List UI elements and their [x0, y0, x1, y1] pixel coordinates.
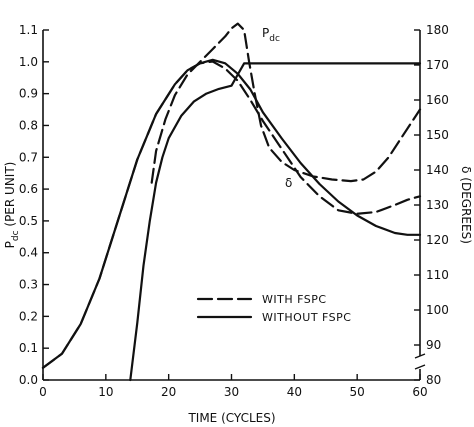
left-tick-label: 0.5	[19, 214, 38, 228]
annotation-pdc-sub: dc	[269, 34, 280, 44]
x-tick-label: 0	[39, 385, 47, 399]
series-layer	[41, 22, 422, 382]
x-tick-label: 10	[98, 385, 113, 399]
right-tick-label: 110	[426, 268, 449, 282]
left-tick-label: 0.1	[19, 341, 38, 355]
left-tick-label: 0.4	[19, 246, 38, 260]
left-tick-label: 0.2	[19, 309, 38, 323]
series-with-fspc-pdc	[150, 22, 422, 184]
series-with-fspc-delta	[41, 60, 422, 369]
left-axis-title-rest: (PER UNIT)	[3, 162, 17, 231]
x-tick-label: 30	[224, 385, 239, 399]
right-axis-title: δ (DEGREES)	[459, 166, 473, 244]
right-tick-label: 140	[426, 163, 449, 177]
x-tick-label: 20	[161, 385, 176, 399]
left-axis-ticks: 0.0 0.1 0.2 0.3 0.4 0.5 0.6 0.7 0.8 0.9 1.0 1.1	[19, 23, 49, 387]
x-tick-label: 50	[350, 385, 365, 399]
series-without-fspc-delta	[41, 58, 422, 369]
x-tick-label: 40	[287, 385, 302, 399]
right-tick-label: 160	[426, 93, 449, 107]
x-axis-ticks: 0 10 20 30 40 50 60	[39, 374, 428, 399]
left-tick-label: 1.1	[19, 23, 38, 37]
left-tick-label: 1.0	[19, 55, 38, 69]
legend: WITH FSPC WITHOUT FSPC	[196, 293, 351, 324]
right-tick-label: 150	[426, 128, 449, 142]
right-axis-ticks: 80 90 100 110 120 130 140 150 160 170 180	[414, 23, 449, 387]
x-tick-label: 60	[412, 385, 427, 399]
left-tick-label: 0.0	[19, 373, 38, 387]
annotation-delta: δ	[285, 176, 292, 190]
left-tick-label: 0.7	[19, 150, 38, 164]
right-tick-label: 90	[426, 338, 441, 352]
right-axis-break-lower	[414, 364, 426, 370]
left-axis-title: Pdc (PER UNIT)	[3, 162, 21, 249]
right-tick-label: 120	[426, 233, 449, 247]
x-axis-title: TIME (CYCLES)	[187, 411, 275, 425]
legend-label-without-fspc: WITHOUT FSPC	[262, 311, 351, 324]
left-tick-label: 0.3	[19, 278, 38, 292]
right-tick-label: 180	[426, 23, 449, 37]
legend-label-with-fspc: WITH FSPC	[262, 293, 327, 306]
series-without-fspc-pdc	[129, 62, 422, 382]
svg-text:Pdc: Pdc	[262, 26, 280, 44]
right-axis-break-upper	[414, 353, 426, 359]
right-tick-label: 100	[426, 303, 449, 317]
left-axis-title-sub: dc	[11, 230, 21, 241]
right-tick-label: 80	[426, 373, 441, 387]
right-tick-label: 130	[426, 198, 449, 212]
left-tick-label: 0.9	[19, 87, 38, 101]
right-tick-label: 170	[426, 58, 449, 72]
left-axis-title-main: P	[3, 241, 17, 248]
left-tick-label: 0.8	[19, 118, 38, 132]
left-tick-label: 0.6	[19, 182, 38, 196]
annotation-pdc: Pdc	[262, 26, 280, 44]
annotation-pdc-main: P	[262, 26, 269, 40]
